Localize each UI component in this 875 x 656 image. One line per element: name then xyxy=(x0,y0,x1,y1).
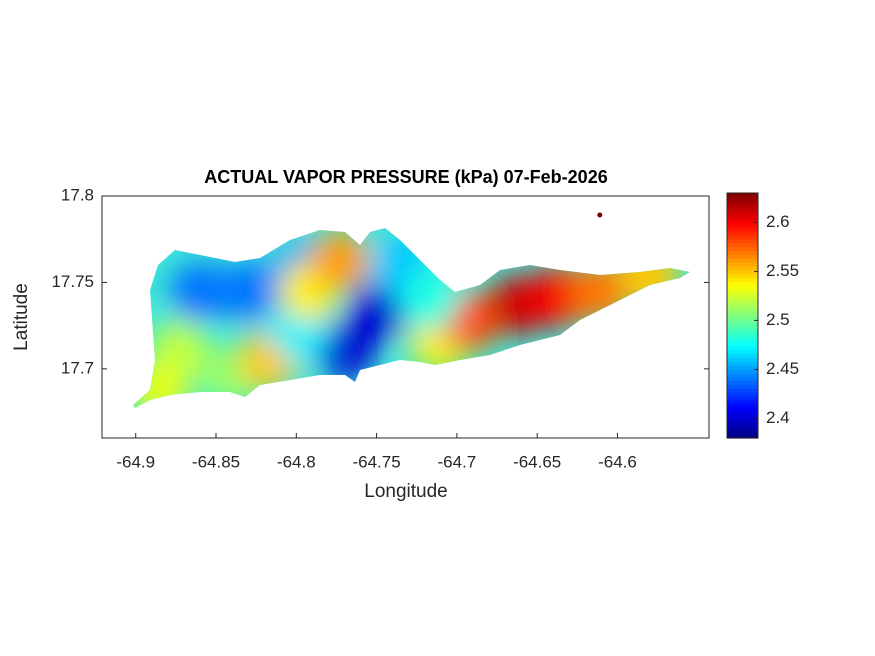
colorbar-swatch xyxy=(727,395,758,401)
x-tick-label: -64.85 xyxy=(192,452,240,471)
colorbar-swatch xyxy=(727,349,758,355)
colorbar-swatch xyxy=(727,415,758,420)
colorbar-swatch xyxy=(727,384,758,389)
colorbar-tick-label: 2.45 xyxy=(766,359,799,378)
value-dot xyxy=(597,212,603,218)
colorbar-swatch xyxy=(727,315,758,320)
colorbar-swatch xyxy=(727,281,758,286)
colorbar-swatch xyxy=(727,434,758,439)
colorbar-swatch xyxy=(727,300,758,305)
colorbar-tick-label: 2.4 xyxy=(766,408,790,427)
colorbar-swatch xyxy=(727,212,758,217)
colorbar-swatch xyxy=(727,353,758,359)
x-tick-label: -64.8 xyxy=(277,452,316,471)
colorbar-swatch xyxy=(727,334,758,340)
x-tick-label: -64.7 xyxy=(438,452,477,471)
colorbar-swatch xyxy=(727,269,758,274)
colorbar-swatch xyxy=(727,430,758,435)
colorbar-swatch xyxy=(727,258,758,263)
colorbar-swatch xyxy=(727,307,758,313)
colorbar-swatch xyxy=(727,361,758,366)
value-blob xyxy=(314,319,375,380)
colorbar-swatch xyxy=(727,231,758,236)
colorbar-swatch xyxy=(727,219,758,225)
chart-title: ACTUAL VAPOR PRESSURE (kPa) 07-Feb-2026 xyxy=(204,167,607,187)
colorbar-swatch xyxy=(727,326,758,332)
colorbar-swatch xyxy=(727,200,758,206)
colorbar-swatch xyxy=(727,265,758,271)
colorbar-swatch xyxy=(727,392,758,397)
x-tick-label: -64.65 xyxy=(513,452,561,471)
colorbar-swatch xyxy=(727,215,758,221)
x-tick-label: -64.75 xyxy=(352,452,400,471)
colorbar-swatch xyxy=(727,284,758,290)
colorbar-swatch xyxy=(727,319,758,324)
colorbar-swatch xyxy=(727,418,758,424)
value-blob xyxy=(309,229,370,290)
colorbar-swatch xyxy=(727,411,758,416)
colorbar-swatch xyxy=(727,235,758,240)
colorbar-swatch xyxy=(727,338,758,343)
colorbar-swatch xyxy=(727,323,758,328)
colorbar-swatch xyxy=(727,204,758,209)
x-axis-label: Longitude xyxy=(364,481,447,502)
colorbar-swatch xyxy=(727,227,758,232)
x-tick-label: -64.9 xyxy=(116,452,155,471)
dots xyxy=(597,212,603,218)
colorbar-swatch xyxy=(727,296,758,301)
colorbar-swatch xyxy=(727,357,758,363)
colorbar-swatch xyxy=(727,261,758,267)
colorbar-swatch xyxy=(727,238,758,244)
blobs xyxy=(133,229,680,408)
value-blob xyxy=(169,261,230,322)
value-blob xyxy=(399,269,460,330)
y-tick-label: 17.75 xyxy=(51,272,94,291)
colorbar-swatch xyxy=(727,273,758,278)
colorbar-swatch xyxy=(727,372,758,378)
colorbar-swatch xyxy=(727,311,758,317)
colorbar-tick-label: 2.55 xyxy=(766,261,799,280)
colorbar-swatch xyxy=(727,288,758,294)
colorbar-swatch xyxy=(727,196,758,202)
axes-box xyxy=(101,195,710,439)
colorbar-swatch xyxy=(727,403,758,408)
value-blob xyxy=(219,261,280,322)
y-tick-label: 17.8 xyxy=(61,185,94,204)
colorbar-swatch xyxy=(727,422,758,428)
colorbar-swatch xyxy=(727,208,758,213)
colorbar-swatch xyxy=(727,250,758,255)
colorbar-swatch xyxy=(727,193,758,198)
colorbar-swatch xyxy=(727,254,758,259)
colorbar-swatch xyxy=(727,342,758,347)
y-axis-label: Latitude xyxy=(11,283,32,351)
colorbar-tick-label: 2.6 xyxy=(766,212,790,231)
colorbar-swatch xyxy=(727,223,758,229)
colorbar-swatch xyxy=(727,292,758,297)
value-blob xyxy=(349,280,410,341)
colorbar-swatch xyxy=(727,399,758,405)
colorbar-tick-label: 2.5 xyxy=(766,310,790,329)
colorbar-swatch xyxy=(727,277,758,282)
colorbar-swatch xyxy=(727,346,758,351)
colorbar-swatch xyxy=(727,365,758,370)
colorbar-swatch xyxy=(727,330,758,336)
colorbar-swatch xyxy=(727,388,758,393)
colorbar-swatch xyxy=(727,407,758,412)
colorbar-box xyxy=(726,192,759,439)
colorbar-swatch xyxy=(727,242,758,248)
colorbar-swatch xyxy=(727,380,758,386)
colorbar-swatch xyxy=(727,304,758,309)
colorbar-swatch xyxy=(727,369,758,374)
colorbar-swatch xyxy=(727,426,758,431)
x-tick-label: -64.6 xyxy=(598,452,637,471)
colorbar xyxy=(727,193,758,439)
colorbar-swatch xyxy=(727,376,758,382)
colorbar-swatch xyxy=(727,246,758,252)
y-tick-label: 17.7 xyxy=(61,358,94,377)
